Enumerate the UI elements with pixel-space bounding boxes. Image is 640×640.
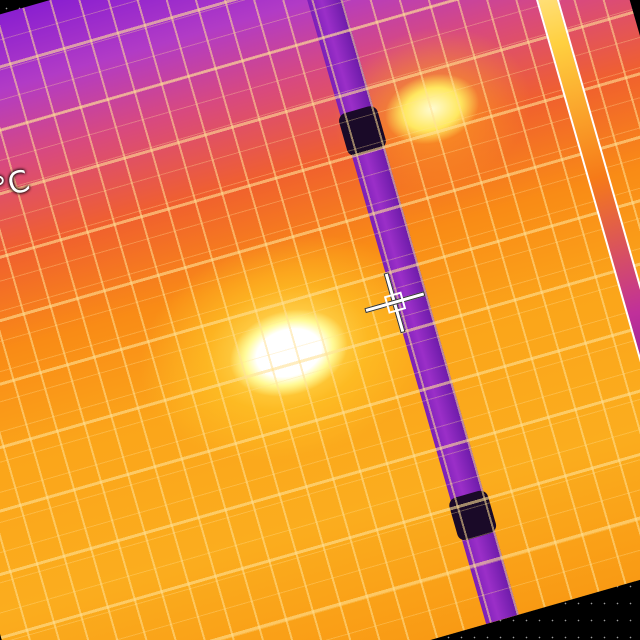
thermal-image: .7°C 1 — [0, 0, 640, 640]
thermal-screenshot: .7°C 1 — [0, 0, 640, 640]
panel-grid — [0, 0, 640, 640]
